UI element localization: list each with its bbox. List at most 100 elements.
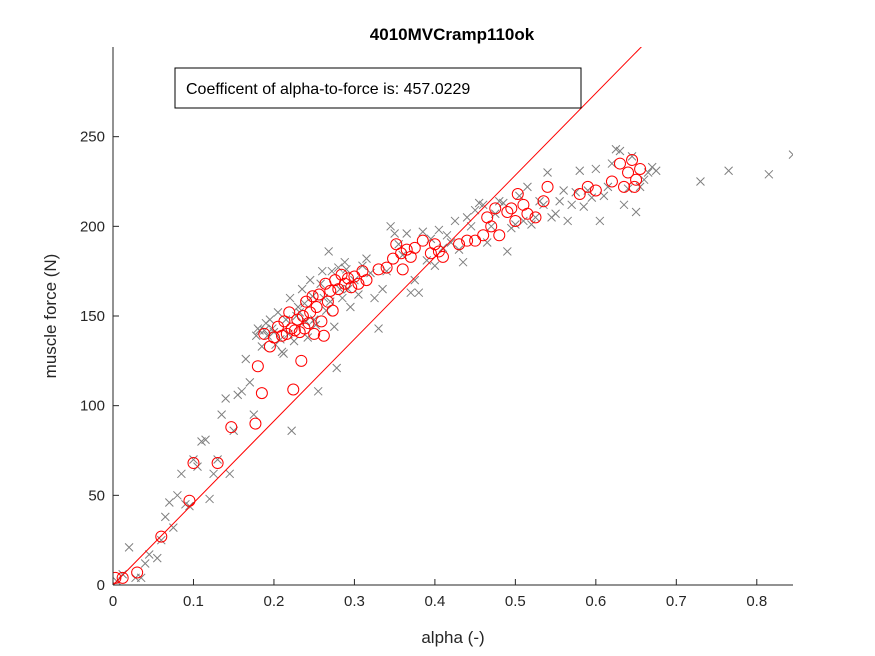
cross-point-2 bbox=[124, 542, 134, 552]
cross-point-1 bbox=[118, 569, 128, 579]
cross-point-133 bbox=[563, 216, 573, 226]
circle-point-19 bbox=[285, 322, 298, 335]
circle-point-38 bbox=[324, 284, 337, 297]
circle-point-67 bbox=[477, 229, 490, 242]
cross-point-59 bbox=[305, 275, 315, 285]
cross-point-55 bbox=[297, 284, 307, 294]
cross-point-4 bbox=[136, 573, 146, 583]
circle-point-4 bbox=[183, 494, 196, 507]
cross-point-58 bbox=[303, 333, 313, 342]
cross-point-107 bbox=[458, 257, 468, 267]
cross-point-144 bbox=[607, 159, 617, 168]
cross-point-150 bbox=[631, 207, 641, 217]
cross-point-143 bbox=[603, 182, 613, 192]
cross-point-72 bbox=[332, 363, 342, 373]
cross-point-139 bbox=[587, 193, 597, 202]
circle-point-72 bbox=[501, 205, 514, 218]
x-tick-label-8: 0.8 bbox=[746, 593, 767, 610]
cross-point-12 bbox=[173, 490, 182, 500]
circle-point-50 bbox=[372, 263, 385, 276]
cross-point-132 bbox=[559, 186, 569, 195]
x-ticks: 0 0.1 0.2 0.3 0.4 0.5 0.6 0.7 0.8 bbox=[109, 579, 767, 610]
plot-area bbox=[113, 47, 793, 585]
cross-point-149 bbox=[627, 152, 637, 161]
circle-point-82 bbox=[581, 180, 594, 193]
circle-point-10 bbox=[255, 387, 268, 400]
cross-point-136 bbox=[575, 166, 585, 176]
circle-point-88 bbox=[626, 153, 639, 166]
cross-point-127 bbox=[539, 200, 548, 210]
x-tick-label-1: 0.1 bbox=[183, 593, 204, 610]
cross-point-112 bbox=[478, 200, 488, 210]
cross-point-118 bbox=[502, 247, 512, 256]
circle-point-63 bbox=[436, 250, 449, 263]
circle-point-31 bbox=[308, 327, 321, 340]
cross-point-73 bbox=[333, 263, 343, 272]
cross-point-20 bbox=[205, 494, 214, 504]
cross-point-105 bbox=[450, 216, 460, 226]
circle-point-75 bbox=[511, 188, 524, 201]
cross-point-135 bbox=[571, 187, 581, 197]
cross-point-130 bbox=[551, 209, 560, 219]
cross-point-158 bbox=[764, 169, 774, 179]
annotation-box: Coefficent of alpha-to-force is: 457.022… bbox=[174, 67, 582, 109]
cross-point-121 bbox=[515, 191, 524, 201]
circle-point-89 bbox=[628, 180, 641, 193]
cross-point-86 bbox=[374, 324, 383, 333]
circle-point-59 bbox=[416, 234, 429, 247]
circle-point-81 bbox=[573, 188, 586, 201]
cross-point-108 bbox=[462, 213, 472, 222]
cross-point-83 bbox=[362, 254, 371, 263]
cross-point-5 bbox=[140, 559, 150, 568]
x-tick-label-0: 0 bbox=[109, 593, 117, 610]
circle-point-85 bbox=[613, 157, 626, 170]
circle-point-42 bbox=[335, 268, 348, 281]
cross-point-71 bbox=[329, 322, 339, 332]
cross-point-65 bbox=[317, 266, 327, 276]
circle-point-33 bbox=[313, 288, 326, 301]
cross-point-9 bbox=[160, 512, 170, 522]
cross-point-50 bbox=[287, 426, 297, 436]
y-tick-label-0: 0 bbox=[97, 577, 105, 594]
cross-point-90 bbox=[390, 229, 400, 238]
cross-point-75 bbox=[337, 293, 347, 303]
circle-point-3 bbox=[155, 530, 168, 543]
cross-point-43 bbox=[273, 308, 283, 317]
cross-point-103 bbox=[442, 230, 452, 240]
circle-point-15 bbox=[275, 329, 288, 342]
cross-point-16 bbox=[189, 455, 198, 464]
circle-point-32 bbox=[310, 301, 323, 314]
circle-point-71 bbox=[493, 229, 506, 242]
cross-point-142 bbox=[599, 191, 609, 201]
circle-point-86 bbox=[618, 180, 631, 193]
cross-point-24 bbox=[221, 394, 231, 403]
fit-line bbox=[113, 47, 642, 585]
circle-point-1 bbox=[116, 571, 129, 584]
y-tick-label-5: 250 bbox=[80, 129, 105, 146]
cross-point-89 bbox=[386, 221, 395, 231]
cross-point-62 bbox=[311, 320, 321, 330]
cross-point-97 bbox=[418, 227, 428, 237]
cross-point-100 bbox=[430, 261, 440, 271]
y-tick-label-3: 150 bbox=[80, 308, 105, 325]
cross-point-114 bbox=[486, 221, 496, 231]
cross-point-47 bbox=[281, 315, 291, 324]
x-tick-label-4: 0.4 bbox=[424, 593, 445, 610]
cross-point-28 bbox=[237, 386, 247, 396]
circle-point-79 bbox=[537, 195, 550, 208]
circle-point-39 bbox=[326, 304, 339, 317]
circle-point-35 bbox=[317, 329, 330, 342]
circle-point-34 bbox=[315, 315, 328, 328]
y-tick-label-2: 100 bbox=[80, 398, 105, 415]
cross-point-152 bbox=[639, 175, 649, 185]
cross-point-49 bbox=[285, 293, 295, 303]
x-tick-label-5: 0.5 bbox=[505, 593, 526, 610]
cross-point-96 bbox=[414, 288, 424, 298]
cross-point-155 bbox=[651, 166, 661, 176]
circle-point-80 bbox=[541, 180, 554, 193]
circle-point-87 bbox=[622, 166, 635, 179]
cross-point-101 bbox=[434, 225, 444, 235]
cross-point-19 bbox=[201, 435, 210, 445]
